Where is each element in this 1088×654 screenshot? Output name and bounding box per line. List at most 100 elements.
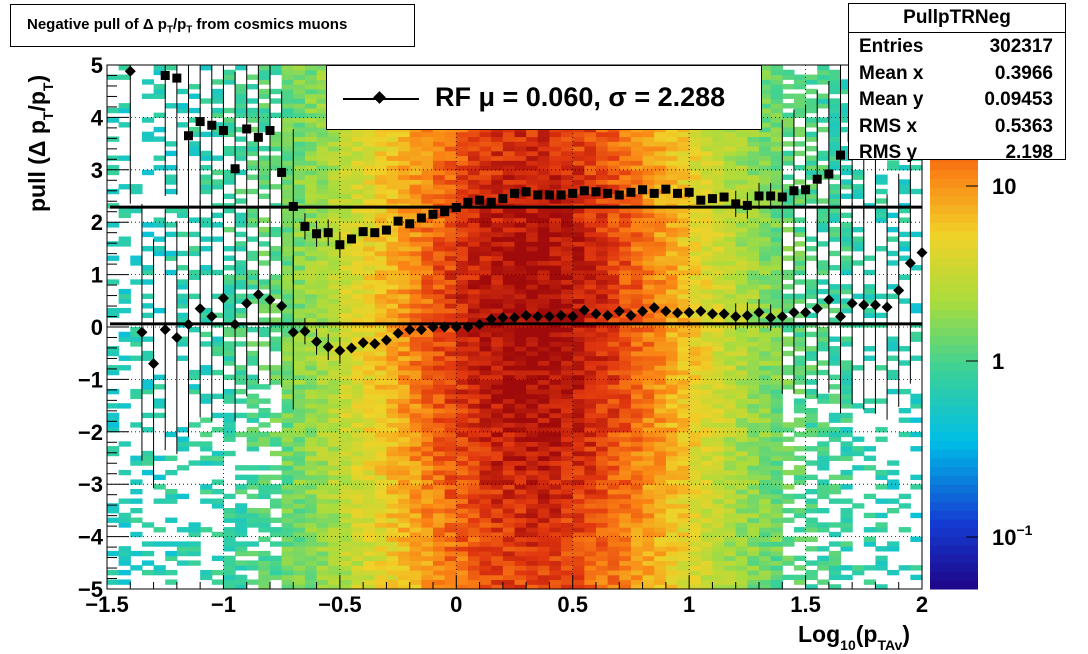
heatmap-cell <box>665 193 679 199</box>
heatmap-cell <box>304 565 318 571</box>
heatmap-cell <box>596 336 609 342</box>
heatmap-cell <box>351 417 364 423</box>
heatmap-cell <box>421 527 434 533</box>
heatmap-cell <box>479 174 492 180</box>
heatmap-cell <box>584 469 597 476</box>
heatmap-cell <box>677 217 690 223</box>
heatmap-cell <box>526 250 539 257</box>
heatmap-cell <box>526 341 539 347</box>
heatmap-cell <box>572 403 585 409</box>
heatmap-cell <box>211 455 225 461</box>
heatmap-cell <box>339 145 353 152</box>
heatmap-cell <box>433 498 446 504</box>
heatmap-cell <box>235 327 248 333</box>
heatmap-cell <box>281 193 294 199</box>
heatmap-cell <box>339 131 353 138</box>
heatmap-cell <box>409 346 422 352</box>
heatmap-cell <box>642 145 655 152</box>
heatmap-cell <box>665 198 679 204</box>
heatmap-cell <box>607 403 620 409</box>
heatmap-cell <box>293 179 306 185</box>
heatmap-cell <box>223 284 236 290</box>
heatmap-cell <box>363 431 376 438</box>
heatmap-cell <box>293 307 306 314</box>
heatmap-cell <box>339 365 353 371</box>
heatmap-cell <box>630 379 644 385</box>
heatmap-cell <box>665 488 679 495</box>
heatmap-cell <box>141 384 155 390</box>
heatmap-cell <box>211 350 225 357</box>
heatmap-cell <box>386 327 399 333</box>
heatmap-cell <box>270 474 283 481</box>
heatmap-cell <box>374 341 388 347</box>
heatmap-cell <box>304 355 318 361</box>
heatmap-cell <box>596 384 609 390</box>
heatmap-cell <box>630 431 644 438</box>
heatmap-cell <box>281 69 294 76</box>
heatmap-cell <box>409 455 422 461</box>
heatmap-cell <box>165 455 178 461</box>
heatmap-cell <box>165 250 178 257</box>
heatmap-cell <box>421 355 434 361</box>
heatmap-cell <box>724 365 737 371</box>
heatmap-cell <box>607 555 620 562</box>
heatmap-cell <box>258 317 271 323</box>
heatmap-cell <box>700 303 714 309</box>
heatmap-cell <box>491 274 504 280</box>
heatmap-cell <box>235 126 248 133</box>
heatmap-cell <box>607 493 620 500</box>
heatmap-cell <box>339 260 353 266</box>
heatmap-cell <box>444 250 457 257</box>
heatmap-cell <box>339 522 353 528</box>
heatmap-cell <box>712 303 725 309</box>
heatmap-cell <box>444 517 457 523</box>
heatmap-cell <box>328 226 341 233</box>
heatmap-cell <box>665 446 679 452</box>
heatmap-cell <box>526 555 539 562</box>
heatmap-cell <box>619 427 632 433</box>
heatmap-cell <box>176 207 190 214</box>
heatmap-cell <box>386 412 399 419</box>
heatmap-cell <box>141 136 155 142</box>
heatmap-cell <box>258 69 271 76</box>
heatmap-cell <box>363 327 376 333</box>
heatmap-cell <box>363 436 376 442</box>
heatmap-cell <box>630 517 644 523</box>
heatmap-cell <box>293 565 306 571</box>
heatmap-cell <box>444 512 457 519</box>
heatmap-cell <box>537 469 551 476</box>
heatmap-cell <box>316 512 329 519</box>
heatmap-cell <box>502 465 516 471</box>
heatmap-cell <box>677 541 690 547</box>
heatmap-cell <box>386 446 399 452</box>
heatmap-cell <box>200 307 213 314</box>
heatmap-cell <box>304 555 318 562</box>
heatmap-cell <box>188 141 201 147</box>
heatmap-cell <box>607 236 620 242</box>
heatmap-cell <box>444 508 457 514</box>
heatmap-cell <box>584 560 597 566</box>
heatmap-cell <box>561 188 574 195</box>
heatmap-cell <box>316 265 329 271</box>
heatmap-cell <box>304 479 318 485</box>
heatmap-cell <box>363 217 376 223</box>
heatmap-cell <box>596 174 609 180</box>
heatmap-cell <box>712 555 725 562</box>
heatmap-cell <box>724 527 737 533</box>
heatmap-cell <box>572 512 585 519</box>
heatmap-cell <box>607 217 620 223</box>
heatmap-cell <box>572 174 585 180</box>
heatmap-cell <box>619 417 632 423</box>
heatmap-cell <box>642 412 655 419</box>
heatmap-cell <box>398 384 411 390</box>
heatmap-cell <box>619 565 632 571</box>
heatmap-cell <box>176 284 190 290</box>
heatmap-cell <box>502 150 516 157</box>
heatmap-cell <box>479 393 492 400</box>
heatmap-cell <box>479 165 492 171</box>
heatmap-cell <box>386 236 399 242</box>
heatmap-cell <box>514 579 527 585</box>
heatmap-cell <box>223 355 236 361</box>
heatmap-cell <box>700 241 714 247</box>
heatmap-cell <box>526 465 539 471</box>
